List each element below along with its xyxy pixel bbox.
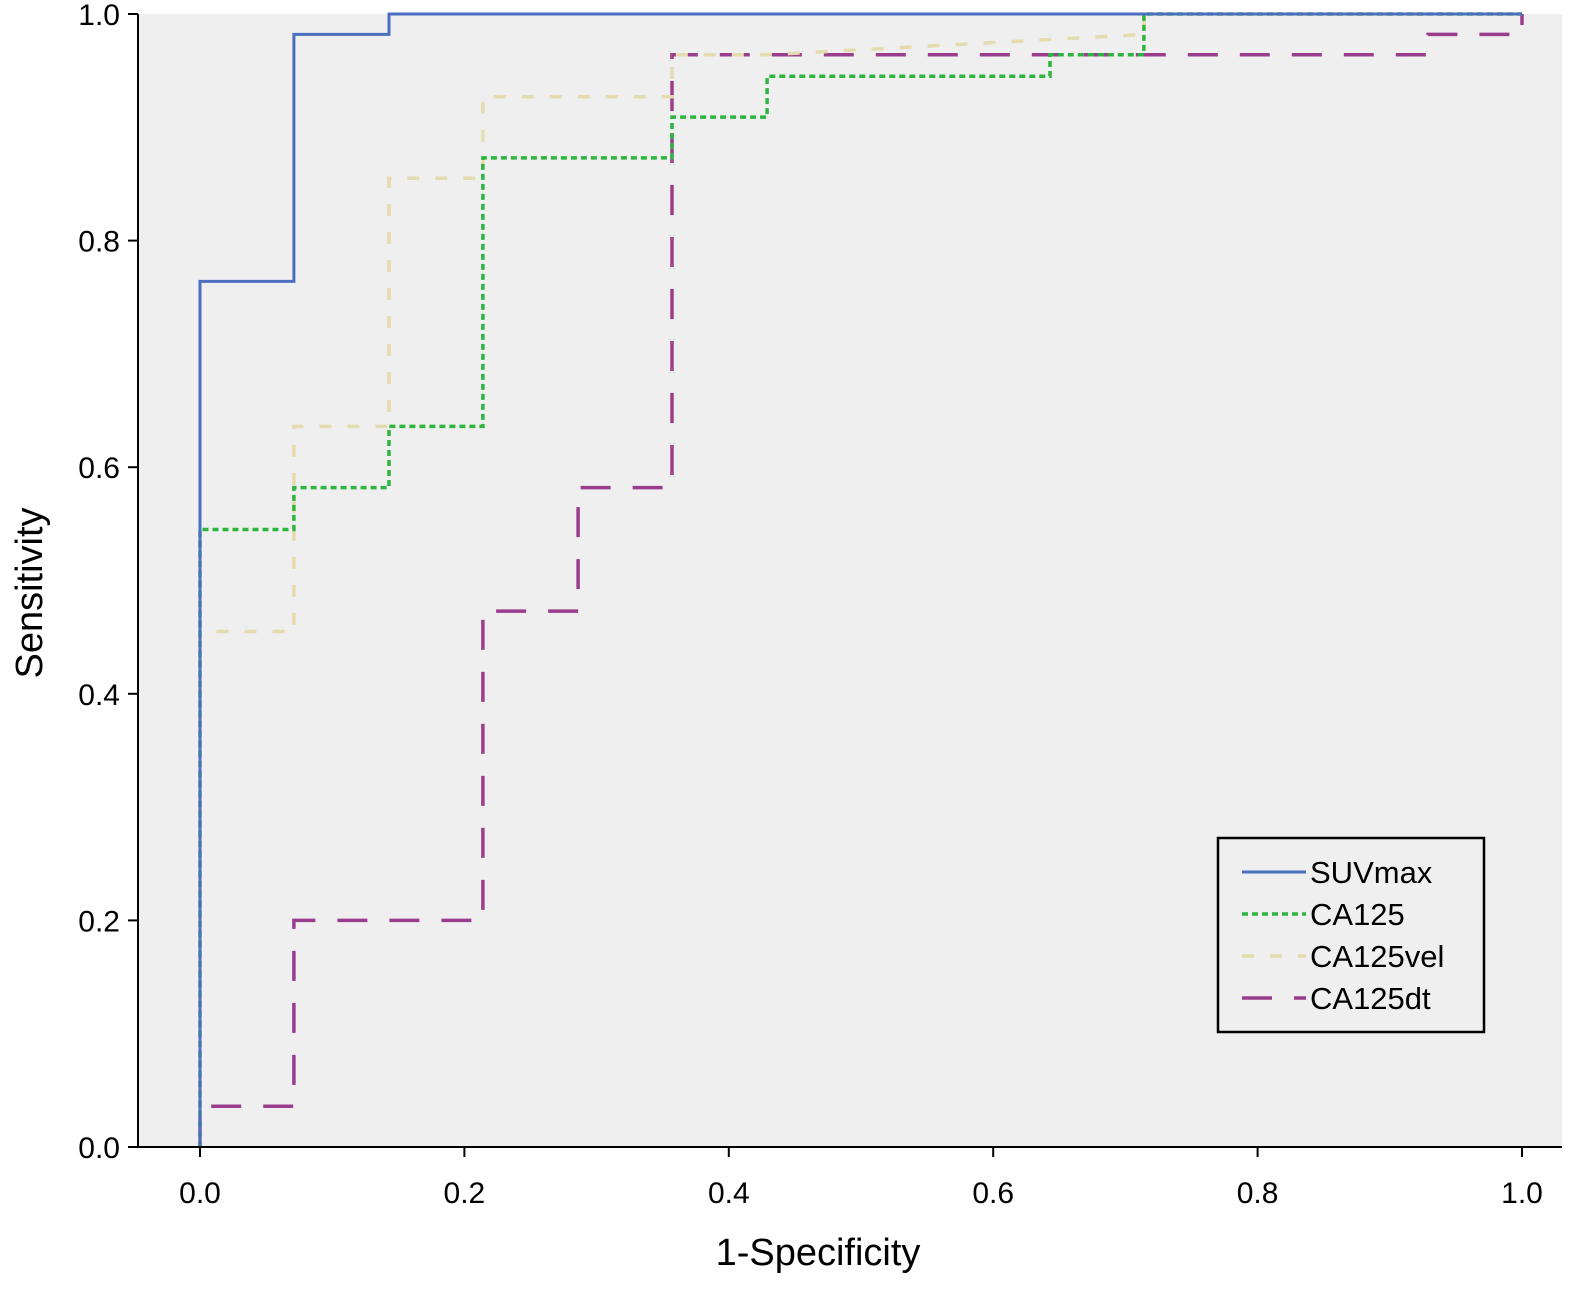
y-tick-label: 0.0 xyxy=(78,1132,120,1165)
series-layer xyxy=(198,12,1524,1147)
y-tick-label: 0.4 xyxy=(78,679,120,712)
x-tick-label: 0.4 xyxy=(708,1177,750,1210)
x-tick-label: 1.0 xyxy=(1501,1177,1543,1210)
series-line-suvmax xyxy=(198,12,1522,1147)
y-axis-title: Sensitivity xyxy=(9,507,51,678)
y-tick-label: 1.0 xyxy=(78,0,120,32)
legend-label-ca125: CA125 xyxy=(1310,897,1405,932)
x-tick-label: 0.6 xyxy=(972,1177,1014,1210)
series-line-ca125vel xyxy=(198,12,1522,1147)
ticks-layer: 0.0 0.2 0.4 0.6 0.8 1.0 0.0 0.2 0.4 0.6 0.8 1.0 xyxy=(78,0,1543,1210)
y-tick-label: 0.8 xyxy=(78,226,120,259)
series-line-ca125 xyxy=(198,12,1522,1147)
x-tick-label: 0.2 xyxy=(444,1177,486,1210)
x-tick-label: 0.0 xyxy=(179,1177,221,1210)
x-axis-title: 1-Specificity xyxy=(716,1232,921,1274)
y-tick-label: 0.6 xyxy=(78,452,120,485)
y-tick-label: 0.2 xyxy=(78,905,120,938)
legend-label-ca125dt: CA125dt xyxy=(1310,981,1431,1016)
x-tick-label: 0.8 xyxy=(1237,1177,1279,1210)
legend-label-suvmax: SUVmax xyxy=(1310,855,1433,890)
legend-label-ca125vel: CA125vel xyxy=(1310,939,1444,974)
legend: SUVmax CA125 CA125vel CA125dt xyxy=(1216,836,1486,1034)
series-line-ca125dt xyxy=(198,14,1524,1147)
